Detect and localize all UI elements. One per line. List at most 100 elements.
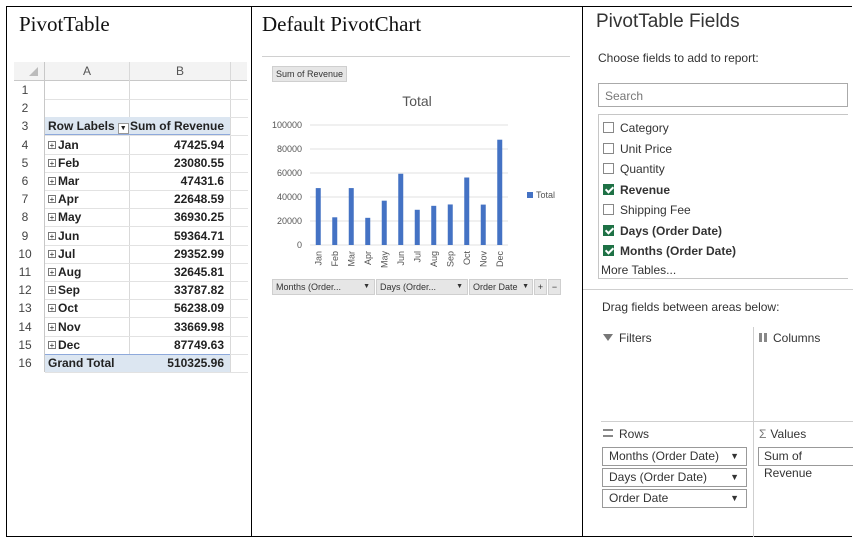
- row-number[interactable]: 8: [21, 210, 29, 225]
- cell-b[interactable]: 47431.6: [129, 172, 228, 190]
- select-all-corner[interactable]: [14, 62, 44, 81]
- chart-title: Total: [402, 93, 432, 109]
- field-item[interactable]: Months (Order Date): [603, 242, 736, 260]
- row-number[interactable]: 11: [18, 265, 32, 279]
- cell-b[interactable]: 87749.63: [129, 336, 228, 354]
- row-number[interactable]: 2: [21, 101, 29, 116]
- value-field-button[interactable]: Sum of Revenue: [272, 66, 348, 82]
- field-checkbox[interactable]: [603, 183, 614, 195]
- cell-b[interactable]: 33787.82: [129, 281, 228, 299]
- cell-a[interactable]: + Mar: [45, 172, 129, 190]
- filters-area[interactable]: Filters: [603, 331, 652, 345]
- row-number[interactable]: 1: [21, 83, 29, 97]
- row-number[interactable]: 3: [21, 119, 29, 134]
- expand-icon[interactable]: +: [48, 268, 56, 277]
- rows-field-days[interactable]: Days (Order Date) ▼: [602, 468, 747, 487]
- cell-a[interactable]: + Feb: [45, 154, 129, 172]
- column-header-a[interactable]: A: [45, 62, 129, 81]
- field-item[interactable]: Days (Order Date): [603, 222, 722, 240]
- cell-b[interactable]: [129, 81, 228, 99]
- row-number[interactable]: 9: [21, 228, 29, 243]
- y-tick-label: 20000: [277, 216, 302, 226]
- rows-area[interactable]: Rows: [603, 427, 649, 441]
- field-checkbox[interactable]: [603, 122, 614, 133]
- expand-field-button[interactable]: +: [534, 279, 547, 295]
- cell-a[interactable]: + Dec: [45, 336, 129, 354]
- cell-a[interactable]: + May: [45, 208, 129, 226]
- row-number[interactable]: 10: [18, 246, 32, 261]
- field-item[interactable]: Category: [603, 119, 669, 137]
- expand-icon[interactable]: +: [48, 177, 56, 186]
- expand-icon[interactable]: +: [48, 140, 56, 150]
- field-checkbox[interactable]: [603, 224, 614, 236]
- columns-area[interactable]: Columns: [759, 331, 820, 345]
- cell-a[interactable]: + Jan: [45, 136, 129, 154]
- cell-a[interactable]: + Sep: [45, 281, 129, 299]
- row-number[interactable]: 15: [18, 337, 32, 352]
- row-number[interactable]: 7: [21, 192, 29, 207]
- field-item[interactable]: Shipping Fee: [603, 201, 691, 219]
- row-number[interactable]: 5: [21, 155, 29, 170]
- field-checkbox[interactable]: [603, 204, 614, 215]
- expand-icon[interactable]: +: [48, 231, 56, 241]
- expand-icon[interactable]: +: [48, 213, 56, 223]
- row-number[interactable]: 12: [18, 283, 32, 298]
- expand-icon[interactable]: +: [48, 286, 56, 296]
- collapse-field-button[interactable]: −: [548, 279, 561, 295]
- field-checkbox[interactable]: [603, 142, 614, 154]
- field-item[interactable]: Quantity: [603, 160, 665, 178]
- row-number[interactable]: 4: [21, 137, 29, 152]
- cell-a[interactable]: + Oct: [45, 299, 129, 317]
- row-number[interactable]: 14: [18, 319, 32, 334]
- field-item[interactable]: Revenue: [603, 181, 670, 199]
- cell-a[interactable]: Grand Total: [45, 354, 129, 372]
- pivotchart[interactable]: Sum of Revenue Total 0 20000 40000 60000 8000…: [262, 56, 570, 297]
- cell-b[interactable]: 32645.81: [129, 263, 228, 281]
- column-header-b[interactable]: B: [130, 62, 230, 81]
- expand-icon[interactable]: +: [48, 304, 56, 314]
- row-labels-filter-button[interactable]: ▼: [117, 123, 129, 135]
- cell-b[interactable]: 23080.55: [129, 154, 228, 172]
- expand-icon[interactable]: +: [48, 158, 56, 168]
- cell-a[interactable]: [45, 99, 129, 117]
- values-area[interactable]: Σ Values: [759, 427, 806, 441]
- expand-icon[interactable]: +: [48, 195, 56, 205]
- cell-a[interactable]: [45, 81, 129, 99]
- cell-a[interactable]: + Apr: [45, 190, 129, 208]
- cell-b[interactable]: 56238.09: [129, 299, 228, 317]
- dropdown-arrow-icon: ▼: [730, 493, 739, 503]
- field-item[interactable]: Unit Price: [603, 140, 672, 158]
- field-checkbox[interactable]: [603, 163, 614, 174]
- cell-b[interactable]: [129, 99, 228, 117]
- cell-b[interactable]: 36930.25: [129, 208, 228, 226]
- grid-line: [45, 281, 248, 282]
- cell-a[interactable]: + Nov: [45, 318, 129, 336]
- values-field-sum-revenue[interactable]: Sum of Revenue: [758, 447, 853, 480]
- axis-field-button-months[interactable]: Months (Order... ▼: [272, 279, 375, 295]
- more-tables-link[interactable]: More Tables...: [601, 263, 677, 277]
- row-number[interactable]: 13: [18, 301, 32, 316]
- axis-field-button-days[interactable]: Days (Order... ▼: [376, 279, 468, 295]
- cell-b[interactable]: 47425.94: [129, 136, 228, 154]
- cell-b[interactable]: 33669.98: [129, 318, 228, 336]
- cell-b[interactable]: 59364.71: [129, 227, 228, 245]
- expand-icon[interactable]: +: [48, 249, 56, 259]
- expand-icon[interactable]: +: [48, 340, 56, 350]
- row-number[interactable]: 16: [18, 356, 32, 370]
- row-number[interactable]: 6: [21, 174, 29, 188]
- cell-a[interactable]: + Jul: [45, 245, 129, 263]
- cell-a[interactable]: + Jun: [45, 227, 129, 245]
- cell-b[interactable]: Sum of Revenue: [129, 117, 228, 135]
- axis-field-button-order-date[interactable]: Order Date ▼: [469, 279, 533, 295]
- expand-icon[interactable]: +: [48, 322, 56, 332]
- cell-a[interactable]: Row Labels ▼: [45, 117, 129, 135]
- cell-a[interactable]: + Aug: [45, 263, 129, 281]
- cell-b[interactable]: 510325.96: [129, 354, 228, 372]
- field-search-input[interactable]: Search: [598, 83, 848, 107]
- column-header-next[interactable]: [231, 62, 247, 81]
- rows-field-order-date[interactable]: Order Date ▼: [602, 489, 747, 508]
- field-checkbox[interactable]: [603, 245, 614, 256]
- cell-b[interactable]: 29352.99: [129, 245, 228, 263]
- cell-b[interactable]: 22648.59: [129, 190, 228, 208]
- rows-field-months[interactable]: Months (Order Date) ▼: [602, 447, 747, 466]
